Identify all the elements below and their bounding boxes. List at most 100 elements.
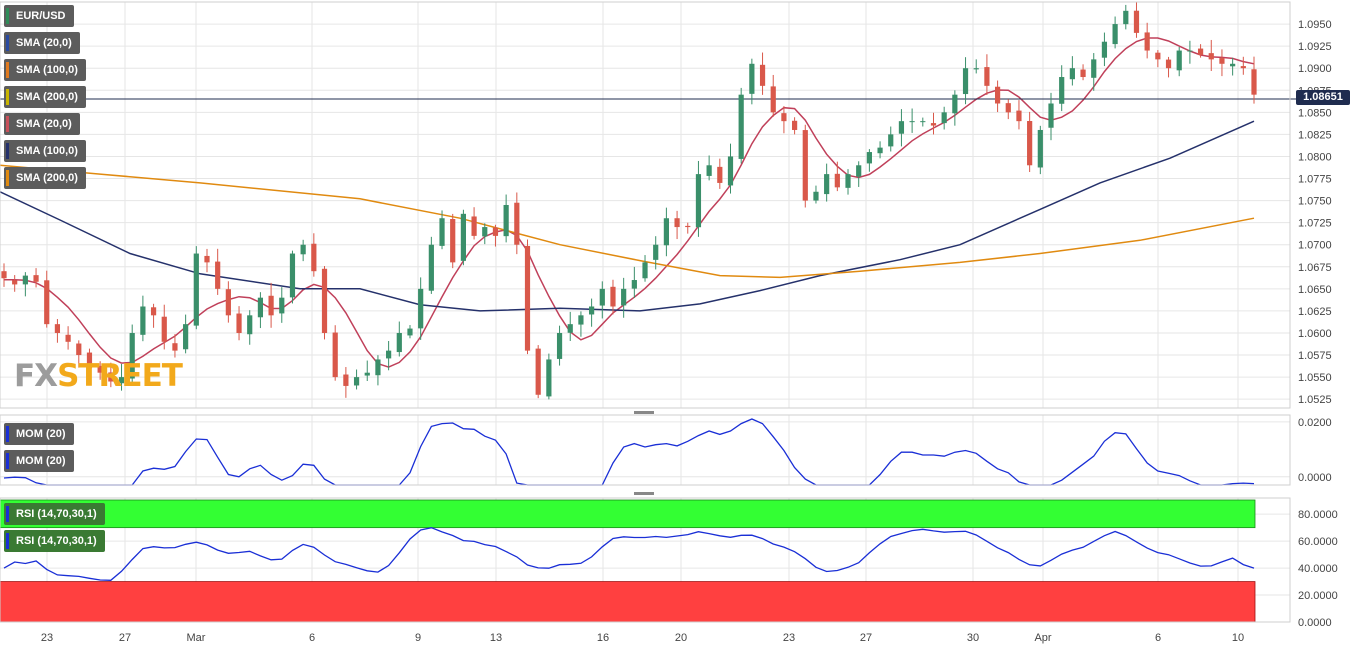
candle-body [1144, 32, 1150, 51]
price-grid [0, 2, 1290, 408]
x-tick-label: 23 [41, 632, 53, 644]
legend-sma200-b[interactable]: SMA (200,0) [4, 167, 86, 189]
candle-body [225, 289, 231, 316]
legend-sma20-b[interactable]: SMA (20,0) [4, 113, 80, 135]
candle-body [556, 332, 563, 359]
x-tick-label: Apr [1034, 632, 1051, 644]
x-tick-label: 27 [119, 632, 131, 644]
legend-rsi-b[interactable]: RSI (14,70,30,1) [4, 530, 105, 552]
sma20-line [3, 37, 1255, 368]
legend-sma100-b[interactable]: SMA (100,0) [4, 140, 86, 162]
candle-body [183, 324, 189, 350]
legend-swatch [6, 89, 9, 105]
axes [0, 1, 1291, 623]
price-y-tick-label: 1.0725 [1298, 218, 1332, 230]
legend-eurusd[interactable]: EUR/USD [4, 5, 74, 27]
candle-body [450, 219, 456, 263]
candle-body [492, 227, 499, 236]
price-y-tick-label: 1.0700 [1298, 240, 1332, 252]
candle-body [1187, 50, 1193, 52]
legend-swatch [6, 170, 9, 186]
momentum-y-tick-label: 0.0000 [1298, 472, 1332, 484]
candle-body [685, 225, 691, 228]
candle-body [268, 295, 274, 316]
candle-body [1037, 129, 1043, 168]
price-y-tick-label: 1.0850 [1298, 107, 1332, 119]
candle-body [204, 255, 210, 263]
candle-body [1176, 50, 1182, 71]
candle-body [1197, 48, 1204, 55]
rsi-y-tick-label: 60.0000 [1298, 536, 1338, 548]
candle-body [279, 297, 285, 314]
price-y-tick-label: 1.0525 [1298, 394, 1332, 406]
candle-body [386, 350, 392, 359]
candle-body [930, 123, 937, 126]
candle-body [610, 286, 616, 307]
candle-body [1230, 63, 1236, 67]
candle-body [108, 372, 114, 382]
candle-body [1155, 52, 1161, 60]
candle-body [781, 113, 787, 122]
legend-mom-a[interactable]: MOM (20) [4, 423, 74, 445]
legend-swatch [6, 533, 9, 549]
candle-body [706, 165, 712, 176]
candle-body [353, 377, 360, 386]
momentum-y-tick-label: 0.0200 [1298, 417, 1332, 429]
rsi-y-tick-label: 80.0000 [1298, 509, 1338, 521]
sma100-line [0, 120, 1255, 312]
candle-body [44, 280, 50, 325]
candle-body [717, 166, 723, 183]
candle-body [321, 268, 328, 333]
panel-border [0, 497, 1291, 623]
candle-body [332, 332, 338, 378]
legend-label: MOM (20) [16, 455, 66, 467]
candle-body [856, 165, 862, 177]
rsi-y-tick-label: 0.0000 [1298, 617, 1332, 629]
candle-body [471, 216, 477, 236]
candle-body [653, 244, 659, 260]
candle-body [172, 343, 178, 351]
candle-body [621, 288, 627, 306]
candle-body [1112, 24, 1118, 45]
candle-body [1091, 59, 1097, 78]
candle-body [631, 280, 637, 289]
legend-sma200-a[interactable]: SMA (200,0) [4, 86, 86, 108]
candle-body [1208, 53, 1214, 60]
price-y-tick-label: 1.0925 [1298, 41, 1332, 53]
candle-body [364, 372, 370, 376]
price-y-tick-label: 1.0750 [1298, 196, 1332, 208]
candle-body [1005, 103, 1011, 113]
candle-body [129, 332, 135, 379]
candle-body [439, 218, 445, 246]
candle-body [1251, 69, 1257, 95]
candle-body [834, 173, 840, 188]
price-y-tick-label: 1.0950 [1298, 19, 1332, 31]
legend-sma20-a[interactable]: SMA (20,0) [4, 32, 80, 54]
rsi-zones [0, 499, 1256, 623]
candle-body [813, 191, 819, 201]
candle-body [1240, 66, 1246, 69]
legend-sma100-a[interactable]: SMA (100,0) [4, 59, 86, 81]
price-y-tick-label: 1.0800 [1298, 151, 1332, 163]
candle-body [300, 244, 306, 255]
price-y-tick-label: 1.0550 [1298, 372, 1332, 384]
candle-body [311, 243, 317, 272]
candle-body [1016, 110, 1022, 122]
legend-swatch [6, 35, 9, 51]
legend-mom-b[interactable]: MOM (20) [4, 450, 74, 472]
legend-label: SMA (20,0) [16, 118, 72, 130]
legend-swatch [6, 8, 9, 24]
candle-body [1, 271, 7, 279]
legend-swatch [6, 62, 9, 78]
candle-body [941, 112, 947, 124]
candle-body [1101, 41, 1108, 58]
tick-labels: 23 27 Mar 6 9 13 16 20 23 27 30 Apr 6 10 1.0525 1.0550 1… [41, 19, 1338, 644]
price-y-tick-label: 1.0575 [1298, 350, 1332, 362]
legend-rsi-a[interactable]: RSI (14,70,30,1) [4, 503, 105, 525]
legend-swatch [6, 506, 9, 522]
x-tick-label: 30 [967, 632, 979, 644]
watermark-street: STREET [57, 358, 183, 394]
candle-body [65, 334, 71, 342]
x-tick-label: Mar [187, 632, 206, 644]
